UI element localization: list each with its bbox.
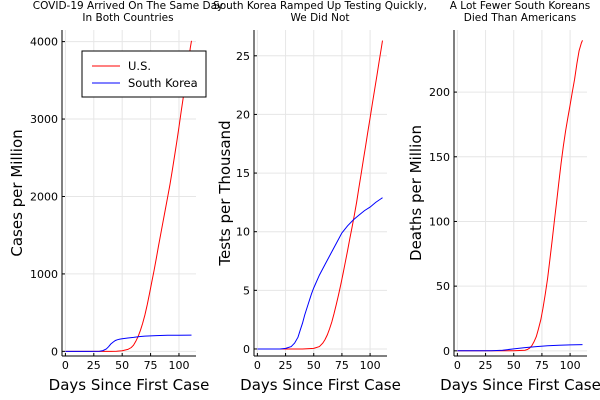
x-tick-label: 0 [254, 359, 261, 372]
series-line-us [457, 40, 583, 352]
y-tick-label: 3000 [30, 113, 58, 126]
legend: U.S. South Korea [81, 50, 207, 98]
series-line-south-korea [457, 344, 583, 352]
series-line-us [65, 40, 192, 352]
y-axis-label: Deaths per Million [407, 125, 425, 261]
x-tick-label: 75 [144, 359, 158, 372]
y-tick-label: 150 [429, 151, 450, 164]
y-tick-label: 0 [51, 345, 58, 358]
y-tick-label: 10 [236, 226, 250, 239]
x-tick-label: 75 [535, 359, 549, 372]
y-tick-label: 2000 [30, 190, 58, 203]
series-line-south-korea [65, 334, 192, 352]
y-tick-label: 20 [236, 108, 250, 121]
y-tick-label: 5 [243, 284, 250, 297]
subplot-3: 0 25 50 75 100 0 50 100 150 200 A Lot Fewer South … [407, 0, 600, 394]
series-line-south-korea [257, 197, 383, 350]
x-tick-label: 0 [62, 359, 69, 372]
y-tick-label: 1000 [30, 268, 58, 281]
x-tick-label: 75 [335, 359, 349, 372]
x-axis-label: Days Since First Case [440, 376, 600, 394]
legend-label: U.S. [128, 59, 151, 73]
y-tick-label: 200 [429, 86, 450, 99]
chart-title-line: South Korea Ramped Up Testing Quickly, [213, 0, 427, 12]
y-tick-label: 100 [429, 215, 450, 228]
chart-title-line: COVID-19 Arrived On The Same Day [33, 0, 223, 12]
series-line-us [257, 40, 383, 350]
y-tick-label: 25 [236, 50, 250, 63]
chart-title-line: A Lot Fewer South Koreans [450, 0, 590, 12]
x-tick-label: 50 [307, 359, 321, 372]
y-tick-label: 50 [436, 280, 450, 293]
x-axis-label: Days Since First Case [49, 376, 210, 394]
chart-title-line: Died Than Americans [464, 12, 576, 24]
legend-label: South Korea [128, 76, 198, 90]
y-axis-label: Cases per Million [8, 129, 26, 256]
y-tick-label: 0 [243, 343, 250, 356]
y-tick-label: 0 [443, 345, 450, 358]
chart-title-line: In Both Countries [82, 12, 173, 24]
y-tick-label: 15 [236, 167, 250, 180]
x-axis-label: Days Since First Case [240, 376, 401, 394]
x-tick-label: 100 [360, 359, 381, 372]
x-tick-label: 0 [454, 359, 461, 372]
x-tick-label: 100 [560, 359, 581, 372]
x-tick-label: 25 [479, 359, 493, 372]
x-tick-label: 25 [279, 359, 293, 372]
x-tick-label: 50 [507, 359, 521, 372]
x-tick-label: 25 [87, 359, 101, 372]
chart-title-line: We Did Not [291, 12, 350, 24]
subplot-2: 0 25 50 75 100 0 5 10 15 20 25 South Korea Ramped U… [213, 0, 427, 394]
legend-box [81, 50, 207, 98]
x-tick-label: 50 [115, 359, 129, 372]
y-tick-label: 4000 [30, 36, 58, 49]
y-axis-label: Tests per Thousand [216, 120, 234, 266]
x-tick-label: 100 [168, 359, 189, 372]
